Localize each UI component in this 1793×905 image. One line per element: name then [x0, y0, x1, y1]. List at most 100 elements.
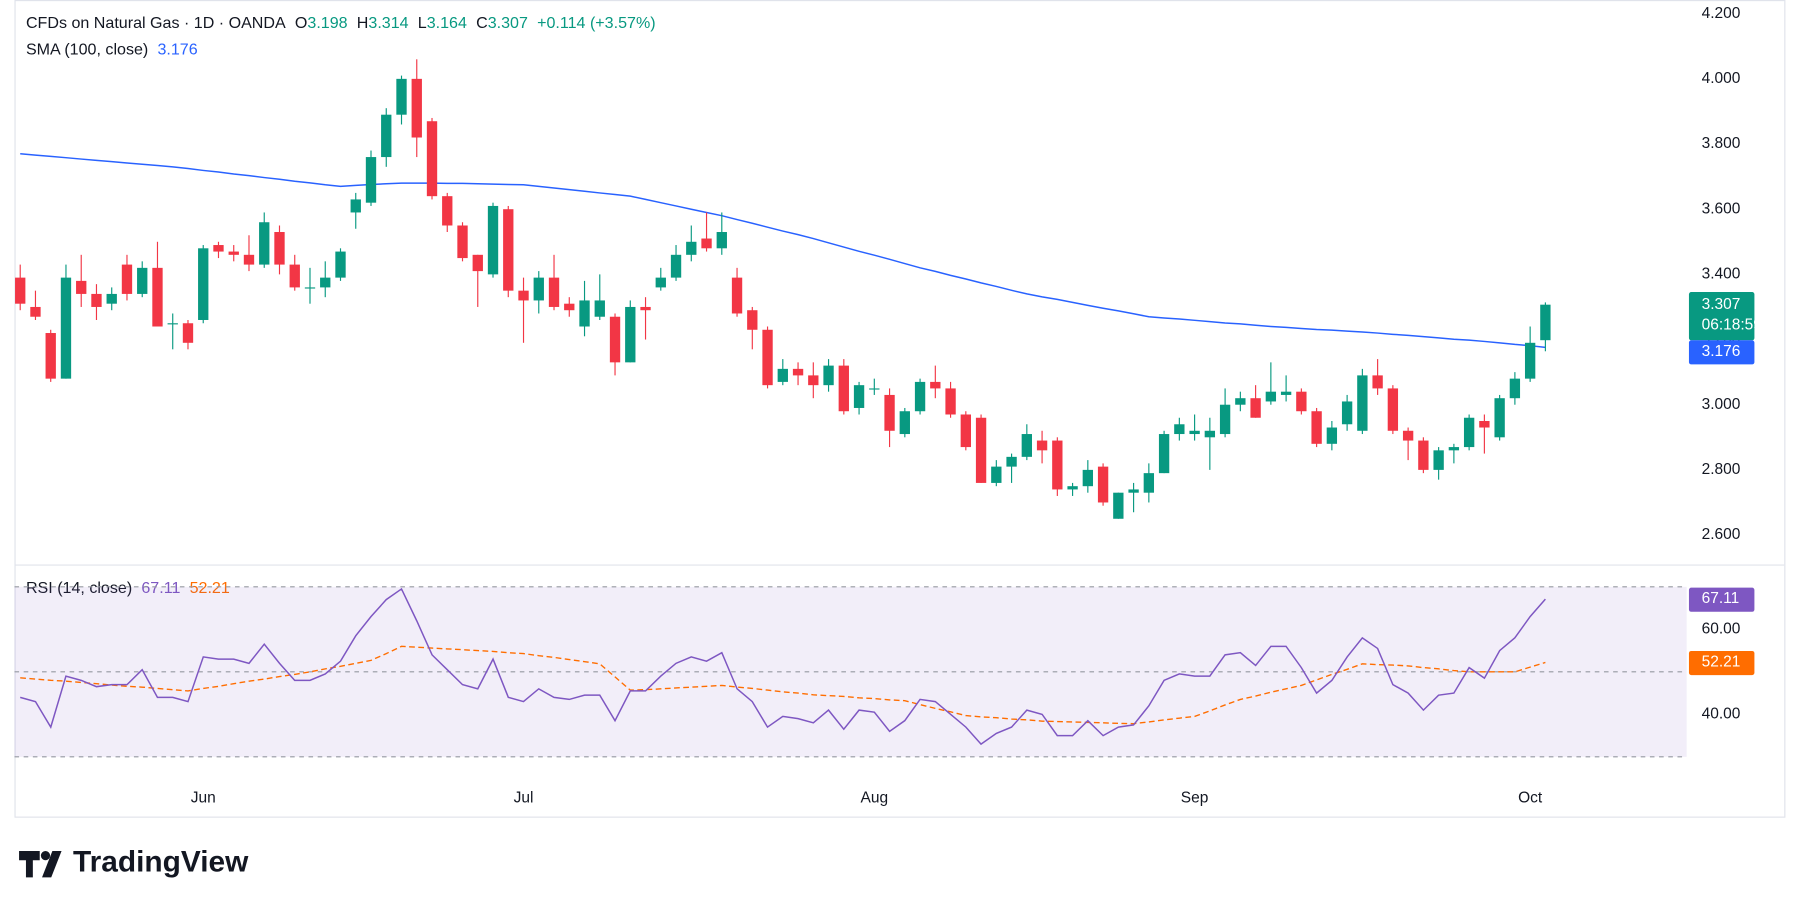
candle-body [381, 114, 392, 158]
candle-body [701, 238, 712, 249]
x-tick-label: Aug [861, 789, 889, 806]
countdown: 06:18:59 [1702, 316, 1762, 333]
y-tick-label: 4.000 [1702, 70, 1741, 87]
x-tick-label: Oct [1518, 789, 1543, 806]
ohlc-label: O [295, 14, 308, 32]
candle-body [945, 388, 956, 415]
change: +0.114 (+3.57%) [537, 14, 655, 32]
candle-body [792, 368, 804, 376]
y-tick-label: 3.800 [1702, 135, 1741, 152]
candle-body [808, 375, 819, 386]
candle-body [396, 78, 407, 115]
last-price-box [1688, 292, 1755, 341]
candle-body [213, 245, 224, 252]
ohlc-value: 3.164 [427, 14, 467, 32]
ohlc-label: C [476, 14, 488, 32]
candle-body [60, 277, 72, 379]
candle-body [228, 251, 239, 255]
candle-body [1067, 486, 1078, 490]
candle-body [1402, 430, 1414, 441]
candle-body [1418, 440, 1429, 470]
candle-body [1357, 375, 1368, 431]
candle-body [1174, 424, 1185, 435]
logo: TradingView [19, 846, 249, 879]
candle-body [731, 277, 743, 314]
y-tick-label: 2.600 [1702, 526, 1741, 543]
candle-body [1021, 434, 1032, 457]
candle-body [1341, 401, 1353, 425]
candle-body [716, 232, 727, 249]
candle-body [259, 222, 270, 265]
candle-body [884, 394, 895, 431]
logo-icon [40, 851, 51, 861]
ohlc-label: L [418, 14, 427, 32]
candle-body [823, 365, 834, 386]
candle-body [487, 205, 499, 275]
candle-body [152, 267, 163, 327]
candle-body [1082, 469, 1094, 487]
candle-body [30, 306, 41, 317]
rsi-ma-value: 52.21 [190, 579, 230, 597]
candle-body [289, 264, 300, 288]
y-tick-label: 2.800 [1702, 461, 1741, 478]
ohlc-value: 3.314 [368, 14, 408, 32]
sma-name: SMA (100, close) [26, 41, 148, 59]
candle-body [335, 251, 346, 278]
candle-body [121, 264, 133, 294]
y-tick-label: 3.400 [1702, 265, 1741, 282]
candle-body [518, 290, 529, 301]
brand: TradingView [73, 846, 249, 879]
candle-body [1479, 421, 1490, 428]
sma-price-box [1688, 340, 1755, 365]
candle-body [182, 323, 194, 343]
candle-body [1265, 391, 1277, 402]
candle-body [442, 196, 453, 226]
candle-body [1143, 473, 1155, 493]
candle-body [304, 287, 316, 289]
candle-body [579, 300, 590, 327]
last-price: 3.307 [1702, 296, 1741, 313]
candle-body [1204, 430, 1216, 438]
logo-icon [42, 851, 62, 878]
candle-body [1296, 391, 1307, 412]
x-tick-label: Jun [191, 789, 216, 806]
candle-body [853, 385, 865, 408]
candle-body [1326, 427, 1338, 444]
candle-body [609, 316, 621, 363]
sma-legend: SMA (100, close) 3.176 [26, 41, 198, 59]
candle-body [1250, 398, 1261, 418]
candle-body [1280, 391, 1292, 395]
candle-body [457, 225, 468, 259]
rsi-line [20, 587, 1546, 746]
candle-body [1540, 304, 1551, 341]
candle-body [1433, 450, 1444, 470]
ohlc-label: H [357, 14, 369, 32]
logo-icon [19, 851, 40, 878]
candle-body [91, 293, 102, 307]
candle-body [365, 157, 377, 203]
candle-body [1448, 447, 1460, 451]
candle-body [1387, 388, 1399, 431]
candle-body [243, 254, 255, 265]
candle-body [975, 417, 987, 483]
candle-body [1052, 440, 1063, 490]
candle-body [1128, 489, 1139, 493]
candle-body [594, 300, 605, 317]
sma-value: 3.176 [157, 41, 197, 59]
candle-body [1524, 342, 1536, 379]
candle-body [45, 333, 56, 379]
candle-body [1158, 434, 1170, 474]
x-tick-label: Jul [514, 789, 534, 806]
y-tick-label: 3.000 [1702, 396, 1741, 413]
candle-body [1113, 492, 1124, 519]
rsi-tick-label: 60.00 [1702, 620, 1741, 637]
title: CFDs on Natural Gas · 1D · OANDA [26, 14, 286, 32]
rsi-name: RSI (14, close) [26, 579, 132, 597]
candle-body [76, 280, 87, 294]
candle-body [426, 121, 438, 197]
candle-body [899, 411, 910, 435]
candle-body [640, 306, 651, 311]
x-tick-label: Sep [1181, 789, 1209, 806]
